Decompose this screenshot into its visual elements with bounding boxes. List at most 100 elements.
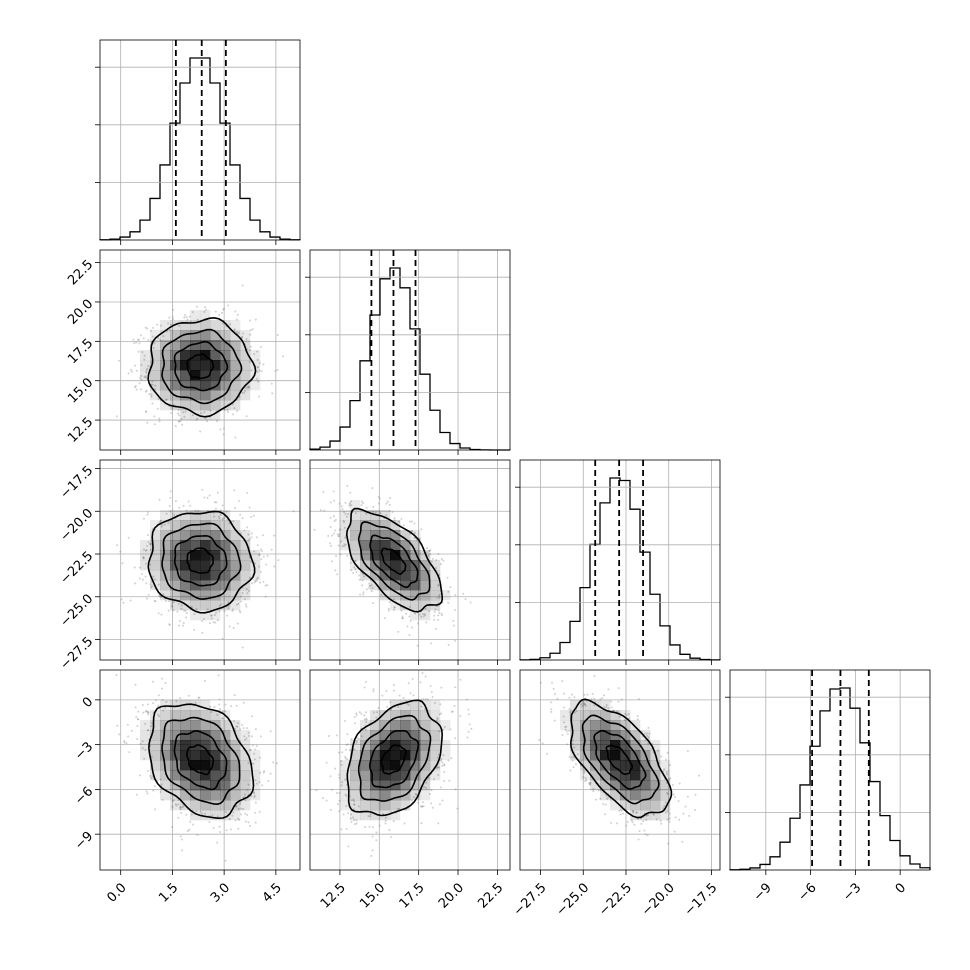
sample-point	[250, 735, 253, 738]
sample-point	[201, 631, 204, 634]
density-cell	[420, 570, 431, 581]
sample-point	[144, 575, 147, 578]
density-cell	[180, 570, 191, 581]
density-cell	[390, 590, 401, 601]
density-cell	[390, 520, 401, 531]
density-cell	[150, 710, 161, 721]
histogram-1	[309, 267, 511, 451]
density-cell	[340, 780, 351, 791]
density-cell	[150, 330, 161, 341]
density-cell	[170, 760, 181, 771]
density-cell	[420, 560, 431, 571]
density-grid	[140, 310, 261, 421]
sample-point	[360, 735, 363, 738]
y-tick-label: 20.0	[65, 297, 96, 328]
sample-point	[419, 805, 422, 808]
density-cell	[160, 320, 171, 331]
sample-point	[195, 810, 198, 813]
sample-point	[256, 544, 259, 547]
sample-point	[694, 808, 697, 811]
sample-point	[247, 731, 250, 734]
sample-point	[206, 420, 209, 423]
sample-point	[645, 732, 648, 735]
sample-point	[333, 520, 336, 523]
density-cell	[410, 740, 421, 751]
density-cell	[150, 380, 161, 391]
sample-point	[254, 801, 257, 804]
sample-point	[181, 624, 184, 627]
sample-point	[346, 758, 349, 761]
sample-point	[269, 730, 272, 733]
sample-point	[352, 798, 355, 801]
sample-point	[338, 533, 341, 536]
density-cell	[140, 740, 151, 751]
sample-point	[161, 698, 164, 701]
sample-point	[430, 690, 433, 693]
density-cell	[390, 600, 401, 611]
density-cell	[640, 780, 651, 791]
sample-point	[261, 549, 264, 552]
sample-point	[565, 730, 568, 733]
sample-point	[272, 761, 275, 764]
sample-point	[329, 526, 332, 529]
sample-point	[196, 833, 199, 836]
density-cell	[170, 330, 181, 341]
density-cell	[230, 560, 241, 571]
sample-point	[550, 710, 553, 713]
density-cell	[610, 790, 621, 801]
sample-point	[352, 808, 355, 811]
sample-point	[539, 681, 542, 684]
sample-point	[438, 803, 441, 806]
sample-point	[152, 789, 155, 792]
y-tick-label: 0	[80, 695, 96, 711]
density-cell	[250, 560, 261, 571]
sample-point	[343, 526, 346, 529]
x-tick-label: −9	[751, 880, 775, 904]
sample-point	[573, 696, 576, 699]
sample-point	[347, 845, 350, 848]
sample-point	[237, 500, 240, 503]
density-cell	[160, 550, 171, 561]
density-cell	[150, 530, 161, 541]
sample-point	[247, 734, 250, 737]
density-cell	[160, 350, 171, 361]
sample-point	[568, 755, 571, 758]
density-cell	[230, 570, 241, 581]
density-cell	[650, 800, 661, 811]
x-tick-label: −22.5	[596, 880, 635, 919]
sample-point	[150, 393, 153, 396]
sample-point	[249, 333, 252, 336]
sample-point	[144, 710, 147, 713]
sample-point	[561, 734, 564, 737]
sample-point	[242, 727, 245, 730]
sample-point	[170, 412, 173, 415]
density-cell	[200, 800, 211, 811]
sample-point	[187, 500, 190, 503]
sample-point	[256, 358, 259, 361]
contour-line	[569, 698, 673, 819]
density-cell	[240, 560, 251, 571]
density-cell	[180, 730, 191, 741]
density-cell	[200, 360, 211, 371]
sample-point	[393, 519, 396, 522]
sample-point	[141, 351, 144, 354]
sample-point	[247, 539, 250, 542]
sample-point	[238, 609, 241, 612]
y-tick-label: 15.0	[65, 375, 96, 406]
sample-point	[410, 530, 413, 533]
sample-point	[313, 528, 316, 531]
sample-point	[340, 763, 343, 766]
sample-point	[161, 709, 164, 712]
sample-point	[174, 500, 177, 503]
density-cell	[380, 570, 391, 581]
density-cell	[340, 530, 351, 541]
density-cell	[570, 700, 581, 711]
sample-point	[379, 512, 382, 515]
sample-point	[202, 618, 205, 621]
density-cell	[200, 600, 211, 611]
sample-point	[158, 417, 161, 420]
sample-point	[353, 566, 356, 569]
density-cell	[390, 560, 401, 571]
contour-line	[148, 703, 255, 820]
density-cell	[340, 510, 351, 521]
